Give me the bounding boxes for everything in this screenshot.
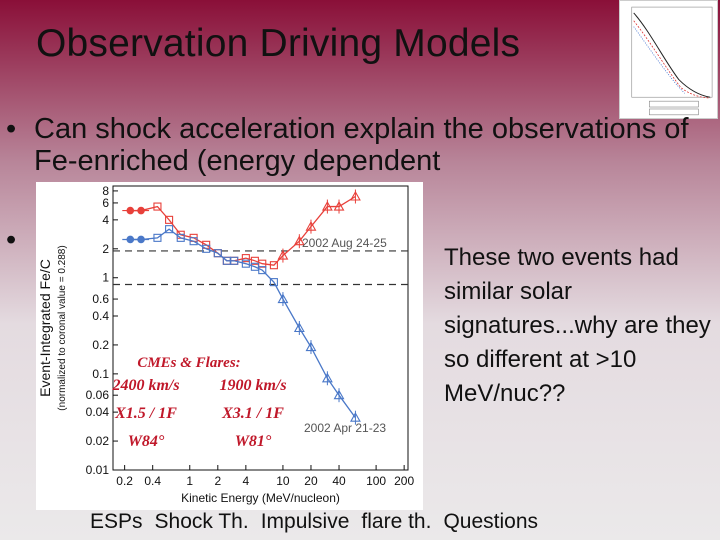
data-point bbox=[189, 237, 198, 246]
y-axis-sublabel: (normalized to coronal value = 0.288) bbox=[57, 245, 68, 410]
y-tick-label: 0.6 bbox=[92, 292, 109, 306]
data-point bbox=[269, 261, 278, 270]
series-label-aug: 2002 Aug 24-25 bbox=[302, 236, 387, 250]
annotation-left-0: 2400 km/s bbox=[111, 377, 179, 394]
nav-esps[interactable]: ESPs bbox=[90, 510, 143, 533]
x-tick-label: 10 bbox=[276, 474, 290, 488]
nav-shock-th[interactable]: Shock Th. bbox=[154, 510, 249, 533]
data-point bbox=[230, 256, 239, 265]
annotation-right-1: X3.1 / 1F bbox=[221, 405, 284, 422]
series-label-apr: 2002 Apr 21-23 bbox=[304, 421, 386, 435]
fe-c-ratio-chart: 0.01 0.02 0.04 0.06 0.1 0.2 0.4 0.6 1 2 4 68 0.2 0.4 1… bbox=[36, 182, 423, 510]
y-tick-label: 1 bbox=[102, 271, 109, 285]
x-tick-label: 2 bbox=[214, 474, 221, 488]
annotation-header: CMEs & Flares: bbox=[137, 355, 240, 371]
data-point bbox=[241, 259, 250, 268]
x-tick-label: 100 bbox=[366, 474, 386, 488]
annotation-right-2: W81° bbox=[235, 433, 272, 450]
x-tick-label: 4 bbox=[243, 474, 250, 488]
chart-background bbox=[36, 182, 423, 510]
y-tick-label: 2 bbox=[102, 242, 109, 256]
y-tick-label: 0.04 bbox=[86, 405, 110, 419]
data-point bbox=[153, 202, 162, 211]
y-tick-label: 0.01 bbox=[86, 463, 110, 477]
data-point bbox=[165, 215, 174, 224]
side-commentary: These two events had similar solar signa… bbox=[444, 244, 711, 407]
series-line-1 bbox=[130, 228, 356, 419]
bullet-symbol: • bbox=[6, 113, 17, 145]
navigation-bar: ESPs Shock Th. Impulsive flare th. Questions bbox=[90, 510, 550, 534]
bullet-2-symbol: • bbox=[6, 224, 17, 256]
y-tick-label: 0.1 bbox=[92, 367, 109, 381]
x-tick-label: 200 bbox=[394, 474, 414, 488]
thumbnail-chart bbox=[619, 0, 718, 119]
bullet-1-text: Can shock acceleration explain the obser… bbox=[34, 113, 689, 177]
annotation-left-1: X1.5 / 1F bbox=[114, 405, 177, 422]
series-line-0 bbox=[130, 195, 356, 266]
data-point bbox=[176, 233, 185, 242]
y-tick-label: 8 bbox=[102, 184, 109, 198]
y-tick-label: 4 bbox=[102, 213, 109, 227]
x-axis-label: Kinetic Energy (MeV/nucleon) bbox=[181, 491, 340, 505]
y-axis-label: Event-Integrated Fe/C bbox=[37, 259, 53, 397]
y-tick-label: 0.4 bbox=[92, 309, 109, 323]
data-point bbox=[202, 244, 211, 253]
annotation-right-0: 1900 km/s bbox=[219, 377, 286, 394]
nav-questions[interactable]: Questions bbox=[443, 510, 539, 533]
plot-frame bbox=[112, 185, 409, 471]
annotation-left-2: W84° bbox=[128, 433, 165, 450]
x-tick-label: 1 bbox=[186, 474, 193, 488]
x-tick-label: 40 bbox=[332, 474, 346, 488]
nav-flare-th[interactable]: flare th. bbox=[361, 510, 432, 533]
y-tick-label: 0.02 bbox=[86, 434, 110, 448]
data-point bbox=[165, 225, 174, 234]
nav-impulsive[interactable]: Impulsive bbox=[260, 510, 350, 533]
bullet-1: • Can shock acceleration explain the obs… bbox=[6, 113, 711, 177]
x-tick-label: 0.2 bbox=[116, 474, 133, 488]
y-tick-label: 6 bbox=[102, 196, 109, 210]
x-tick-label: 20 bbox=[304, 474, 318, 488]
slide-title: Observation Driving Models bbox=[36, 22, 521, 65]
x-tick-label: 0.4 bbox=[144, 474, 161, 488]
data-point bbox=[241, 254, 250, 263]
data-point bbox=[269, 278, 278, 287]
y-tick-label: 0.06 bbox=[86, 388, 110, 402]
data-point bbox=[153, 233, 162, 242]
data-point bbox=[213, 249, 222, 258]
data-point bbox=[258, 266, 267, 275]
y-tick-label: 0.2 bbox=[92, 338, 109, 352]
